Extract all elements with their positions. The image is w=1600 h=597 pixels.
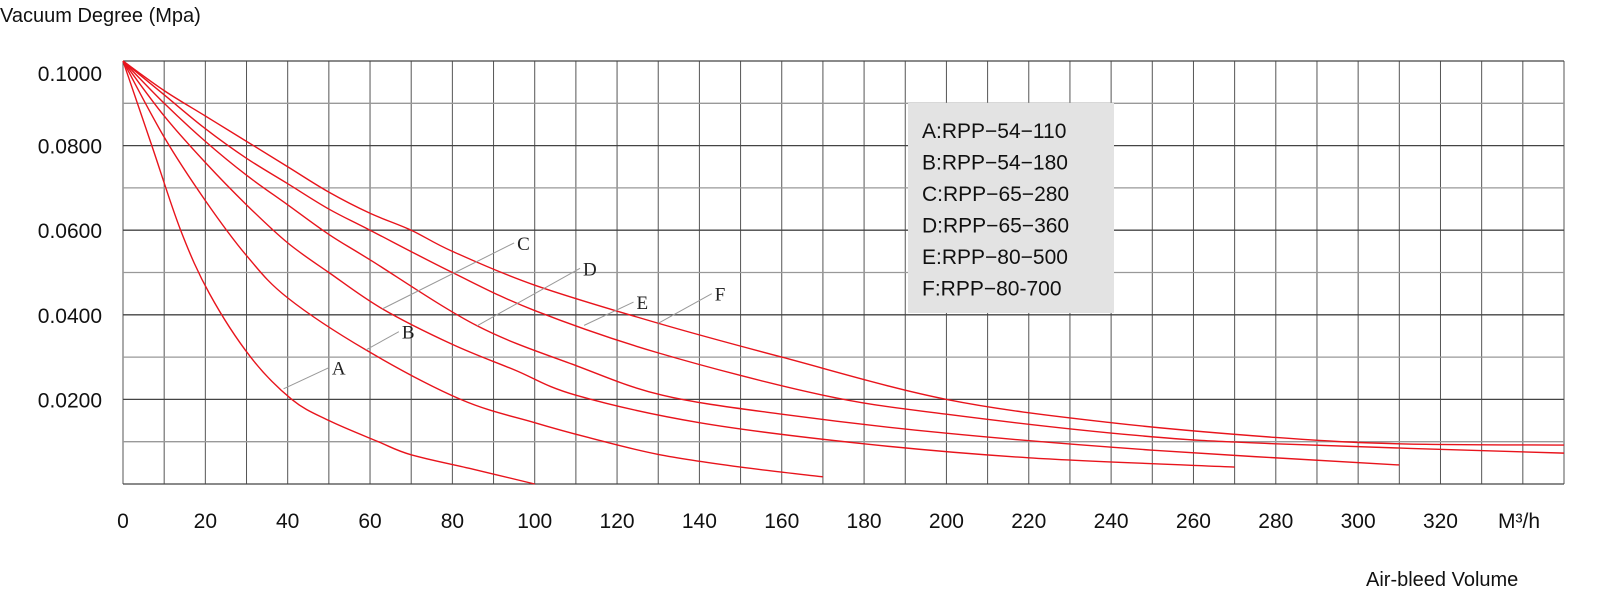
x-tick-label: 100 <box>517 510 552 533</box>
y-tick-label: 0.0400 <box>38 305 102 328</box>
legend-item-E: E:RPP−80−500 <box>922 246 1068 269</box>
x-tick-label: 140 <box>682 510 717 533</box>
y-axis-title: Vacuum Degree (Mpa) <box>0 5 201 27</box>
x-tick-label: 260 <box>1176 510 1211 533</box>
curve-labels: A B C D E F <box>283 234 726 390</box>
grid <box>122 60 1565 485</box>
x-tick-label: 240 <box>1094 510 1129 533</box>
x-tick-label: 60 <box>358 510 381 533</box>
x-tick-label: 160 <box>764 510 799 533</box>
x-tick-label: 80 <box>441 510 464 533</box>
x-unit-label: M³/h <box>1498 510 1540 533</box>
series-line-B <box>122 60 823 478</box>
label-pointer-E <box>583 301 634 326</box>
x-tick-label: 20 <box>194 510 217 533</box>
x-tick-label: 280 <box>1258 510 1293 533</box>
x-tick-label: 120 <box>600 510 635 533</box>
y-tick-label: 0.0600 <box>38 220 102 243</box>
series-line-A <box>122 60 535 485</box>
legend-item-C: C:RPP−65−280 <box>922 183 1069 206</box>
curve-label-E: E <box>637 293 649 314</box>
curve-label-A: A <box>332 359 346 380</box>
curve-label-B: B <box>402 323 415 344</box>
x-tick-label: 0 <box>117 510 129 533</box>
x-tick-label: 320 <box>1423 510 1458 533</box>
x-tick-label: 220 <box>1011 510 1046 533</box>
y-tick-label: 0.0200 <box>38 389 102 412</box>
x-tick-label: 200 <box>929 510 964 533</box>
label-pointer-D <box>476 267 581 327</box>
series-line-F <box>122 60 1565 446</box>
series-line-E <box>122 60 1565 454</box>
label-pointer-B <box>365 331 400 351</box>
x-axis-title: Air-bleed Volume <box>1366 569 1518 591</box>
y-tick-label: 0.0800 <box>38 136 102 159</box>
series-lines <box>122 60 1565 485</box>
label-pointer-F <box>657 293 712 324</box>
y-tick-labels: 0.1000 0.0800 0.0600 0.0400 0.0200 <box>38 63 102 412</box>
legend-box <box>908 103 1114 313</box>
legend-item-F: F:RPP−80-700 <box>922 278 1062 301</box>
y-tick-label: 0.1000 <box>38 63 102 86</box>
legend: A:RPP−54−110 B:RPP−54−180 C:RPP−65−280 D:RP… <box>908 103 1114 313</box>
x-tick-label: 180 <box>847 510 882 533</box>
x-tick-label: 300 <box>1341 510 1376 533</box>
label-pointer-C <box>382 242 515 310</box>
curve-label-F: F <box>715 285 726 306</box>
x-tick-label: 40 <box>276 510 299 533</box>
series-line-D <box>122 60 1400 466</box>
series-line-C <box>122 60 1235 468</box>
label-pointer-A <box>283 367 330 390</box>
legend-item-A: A:RPP−54−110 <box>922 120 1066 143</box>
legend-item-B: B:RPP−54−180 <box>922 152 1068 175</box>
curve-label-C: C <box>517 234 530 255</box>
curve-label-D: D <box>583 259 597 280</box>
x-tick-labels: 0 20 40 60 80 100 120 140 160 180 200 220 240 260 280 3… <box>117 510 1458 533</box>
legend-item-D: D:RPP−65−360 <box>922 215 1069 238</box>
